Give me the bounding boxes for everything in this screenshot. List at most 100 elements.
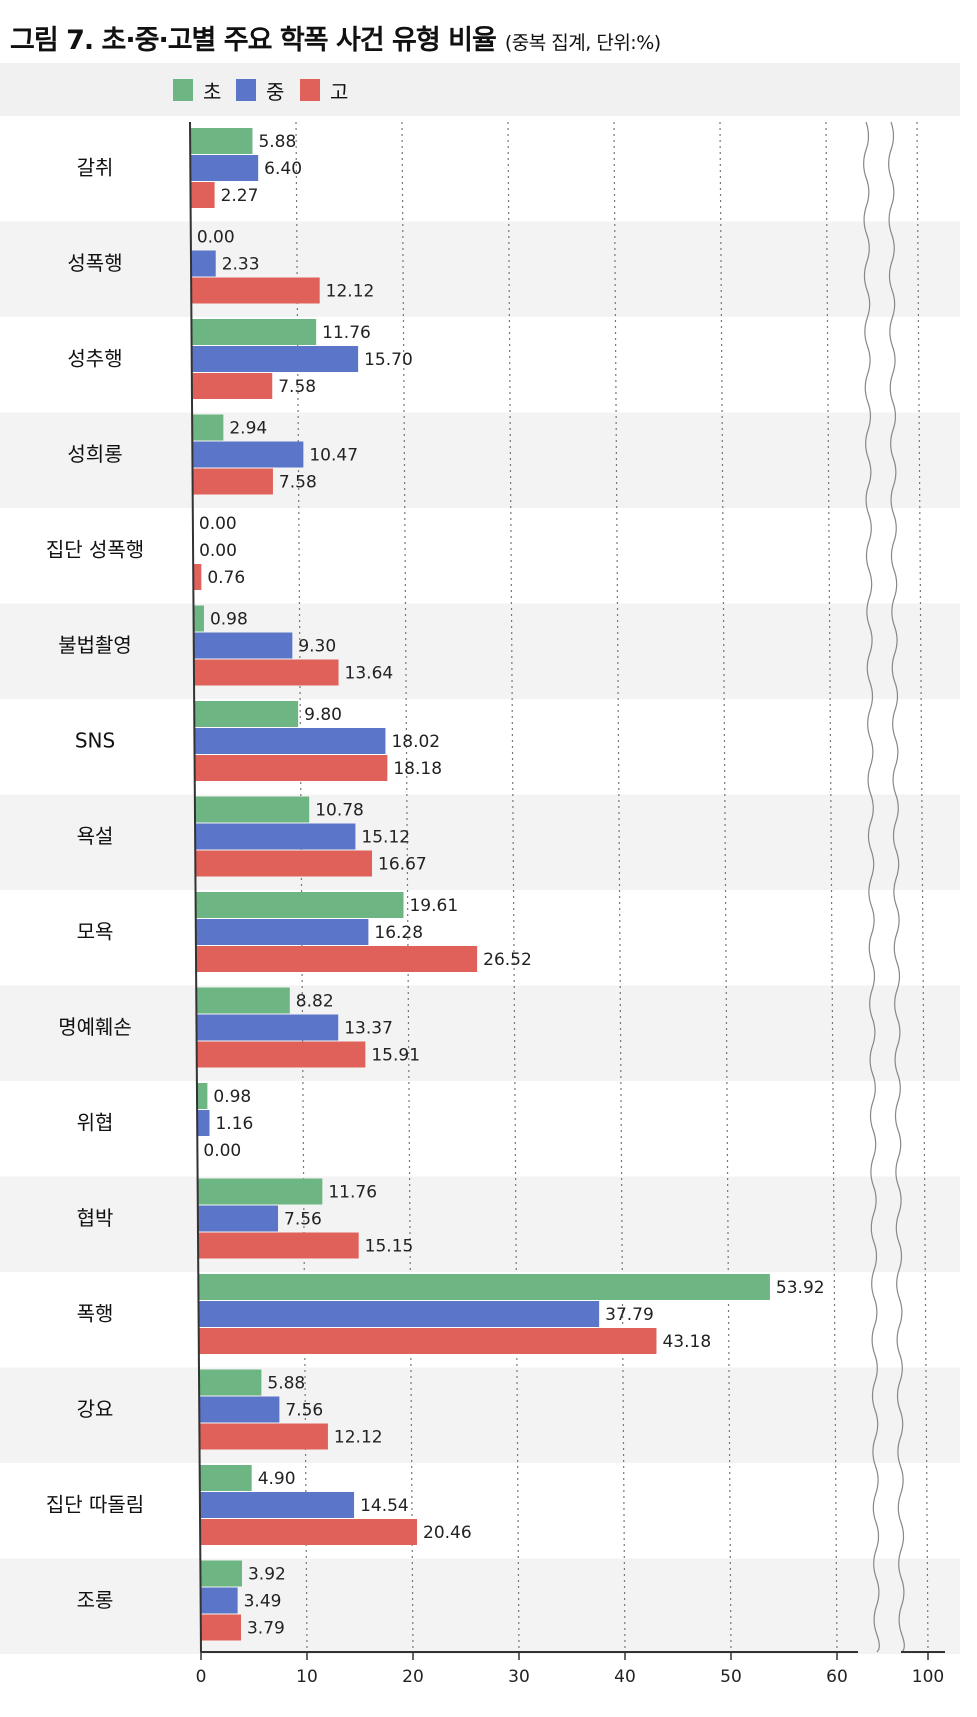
axis-break-line-left (863, 121, 880, 1653)
category-band (0, 794, 960, 890)
x-tick-label: 50 (720, 1667, 742, 1687)
value-label-middle: 7.56 (285, 1401, 323, 1421)
value-label-middle: 18.02 (391, 732, 440, 752)
bar-high (194, 755, 388, 781)
value-label-elementary: 19.61 (409, 896, 458, 916)
category-label: 불법촬영 (58, 633, 132, 657)
value-label-high: 12.12 (334, 1428, 383, 1448)
bar-elementary (191, 319, 317, 345)
value-label-elementary: 10.78 (315, 801, 364, 821)
category-label: 성희롱 (67, 442, 122, 466)
category-label: 협박 (77, 1206, 114, 1230)
x-tick-label: 10 (296, 1667, 318, 1687)
category-band (0, 221, 960, 317)
value-label-middle: 15.70 (364, 350, 413, 370)
value-label-middle: 10.47 (309, 446, 358, 466)
value-label-high: 16.67 (378, 855, 427, 875)
x-tick-label: 60 (826, 1667, 848, 1687)
value-label-middle: 14.54 (360, 1496, 409, 1516)
legend-item-middle: 중 (236, 78, 285, 104)
x-tick-label: 30 (508, 1667, 530, 1687)
value-label-elementary: 0.00 (197, 228, 235, 248)
value-label-elementary: 0.98 (210, 610, 248, 630)
category-label: 성추행 (67, 347, 122, 371)
bar-middle (197, 1205, 279, 1232)
value-label-elementary: 5.88 (267, 1374, 305, 1394)
bar-elementary (197, 1178, 323, 1205)
legend: 초 중 고 (0, 63, 960, 116)
category-band (0, 412, 960, 508)
value-label-elementary: 53.92 (776, 1278, 825, 1298)
value-label-high: 18.18 (393, 759, 442, 779)
category-label: 모욕 (77, 920, 114, 944)
category-label: 집단 성폭행 (46, 538, 144, 562)
value-label-elementary: 8.82 (296, 992, 334, 1012)
category-band (0, 126, 960, 222)
y-axis-line (189, 121, 202, 1653)
bar-high (191, 277, 320, 304)
value-label-elementary: 0.00 (199, 514, 237, 534)
legend-label-elementary: 초 (203, 79, 222, 104)
bar-high (198, 1328, 657, 1354)
x-tick-label: 100 (912, 1667, 944, 1687)
value-label-middle: 1.16 (215, 1114, 253, 1134)
bar-middle (200, 1587, 238, 1614)
bar-middle (199, 1492, 355, 1518)
chart-title: 그림 7. 초·중·고별 주요 학폭 사건 유형 비율 (10, 25, 497, 56)
value-label-high: 3.79 (247, 1619, 285, 1639)
legend-swatch-elementary (173, 79, 193, 101)
bar-elementary (199, 1369, 262, 1396)
bar-middle (199, 1396, 280, 1423)
category-band (0, 603, 960, 699)
category-label: 욕설 (77, 824, 114, 848)
bar-high (200, 1519, 418, 1545)
bar-middle (191, 346, 359, 372)
value-label-elementary: 2.94 (229, 419, 267, 439)
bar-middle (194, 728, 386, 754)
value-label-middle: 15.12 (361, 828, 410, 848)
bar-middle (198, 1301, 600, 1327)
bar-middle (191, 250, 216, 277)
bar-high (193, 564, 202, 590)
category-label: 강요 (77, 1397, 114, 1421)
value-label-elementary: 11.76 (322, 323, 371, 343)
category-label: SNS (75, 729, 115, 753)
legend-item-elementary: 초 (173, 78, 222, 104)
value-label-high: 2.27 (221, 186, 259, 206)
value-label-middle: 13.37 (344, 1019, 393, 1039)
bar-high (192, 468, 273, 495)
value-label-high: 0.76 (207, 568, 245, 588)
category-band (0, 985, 960, 1081)
category-label: 위협 (77, 1111, 114, 1135)
title-row: 그림 7. 초·중·고별 주요 학폭 사건 유형 비율 (중복 집계, 단위:%… (10, 18, 661, 57)
bar-elementary (197, 1083, 208, 1109)
value-label-middle: 16.28 (374, 923, 423, 943)
bar-middle (190, 155, 259, 181)
value-label-elementary: 5.88 (258, 132, 296, 152)
value-label-elementary: 9.80 (304, 705, 342, 725)
category-band (0, 890, 960, 986)
bar-high (190, 182, 215, 208)
bar-high (195, 850, 373, 877)
value-label-high: 0.00 (203, 1141, 241, 1161)
value-label-high: 15.15 (365, 1237, 414, 1257)
value-label-high: 12.12 (326, 282, 375, 302)
category-band (0, 317, 960, 413)
bar-elementary (198, 1274, 770, 1300)
value-label-middle: 6.40 (264, 159, 302, 179)
bar-middle (192, 441, 304, 468)
value-label-middle: 2.33 (222, 255, 260, 275)
value-label-middle: 3.49 (244, 1592, 282, 1612)
category-label: 갈취 (77, 156, 114, 180)
value-label-high: 15.91 (371, 1046, 420, 1066)
bar-elementary (192, 414, 224, 441)
bar-high (198, 1232, 359, 1259)
bar-high (199, 1423, 328, 1450)
legend-label-middle: 중 (266, 79, 285, 104)
category-label: 성폭행 (67, 251, 122, 275)
legend-swatch-high (300, 79, 320, 101)
bar-high (193, 659, 339, 686)
x-tick-label: 20 (402, 1667, 424, 1687)
value-label-high: 43.18 (662, 1332, 711, 1352)
bar-middle (196, 1014, 339, 1041)
